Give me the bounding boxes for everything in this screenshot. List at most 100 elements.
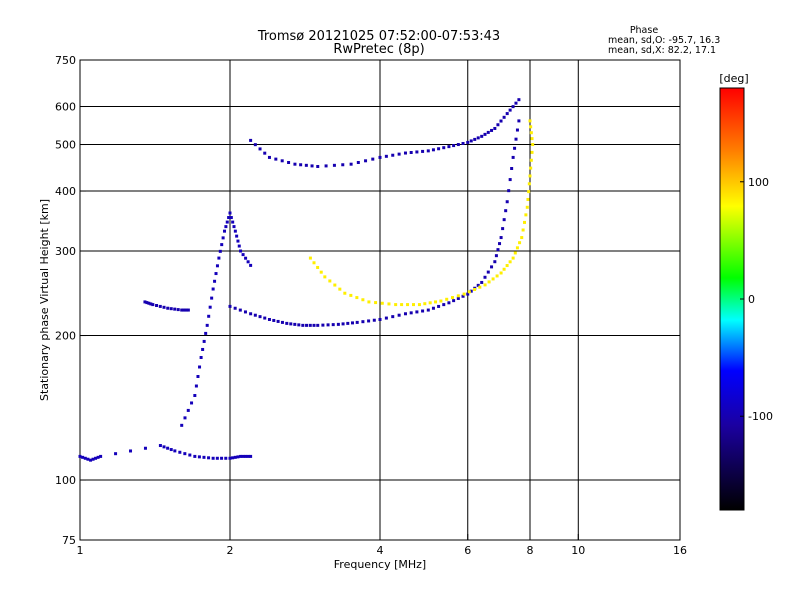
- data-point: [202, 455, 206, 459]
- y-tick-label: 600: [55, 101, 76, 114]
- data-point: [372, 318, 376, 322]
- data-point: [316, 265, 320, 269]
- x-tick-label: 2: [227, 544, 234, 557]
- data-point: [78, 454, 82, 458]
- data-point: [228, 304, 232, 308]
- data-point: [99, 454, 103, 458]
- data-point: [207, 314, 211, 318]
- data-point: [508, 108, 512, 112]
- data-point: [400, 303, 404, 307]
- data-point: [218, 249, 222, 253]
- data-point: [391, 153, 395, 157]
- data-point: [341, 322, 345, 326]
- data-point: [341, 163, 345, 167]
- data-point: [508, 260, 512, 264]
- data-point: [515, 128, 519, 132]
- data-point: [193, 394, 197, 398]
- data-point: [505, 112, 509, 116]
- data-point: [447, 145, 451, 149]
- data-point: [305, 323, 309, 327]
- data-point: [181, 308, 185, 312]
- y-tick-label: 400: [55, 185, 76, 198]
- data-point: [236, 455, 240, 459]
- data-point: [229, 216, 233, 220]
- data-point: [220, 243, 224, 247]
- data-point: [151, 303, 155, 307]
- data-point: [183, 308, 187, 312]
- data-point: [476, 283, 480, 287]
- data-point: [397, 152, 401, 156]
- data-point: [263, 151, 267, 155]
- data-point: [467, 290, 471, 294]
- x-tick-label: 10: [571, 544, 585, 557]
- data-point: [508, 178, 512, 182]
- data-point: [258, 147, 262, 151]
- data-point: [231, 456, 235, 460]
- data-point: [81, 455, 85, 459]
- data-point: [196, 375, 200, 379]
- data-point: [185, 308, 189, 312]
- data-point: [210, 296, 214, 300]
- data-point: [94, 456, 98, 460]
- data-point: [333, 283, 337, 287]
- data-point: [397, 313, 401, 317]
- data-point: [498, 242, 502, 246]
- data-point: [505, 264, 509, 268]
- data-point: [202, 339, 206, 343]
- data-point: [502, 115, 506, 119]
- data-point: [194, 384, 198, 388]
- data-point: [529, 166, 533, 170]
- x-tick-label: 8: [527, 544, 534, 557]
- data-point: [480, 134, 484, 138]
- data-point: [249, 454, 253, 458]
- data-point: [204, 331, 208, 335]
- chart-title: Tromsø 20121025 07:52:00-07:53:43: [257, 29, 500, 44]
- data-point: [452, 144, 456, 148]
- data-point: [231, 220, 235, 224]
- data-point: [469, 289, 473, 293]
- data-point: [415, 150, 419, 154]
- stats-x-mode: mean, sd,X: 82.2, 17.1: [608, 45, 716, 56]
- data-point: [169, 448, 173, 452]
- data-point: [199, 355, 203, 359]
- data-point: [355, 296, 359, 300]
- data-point: [324, 164, 328, 168]
- data-point: [244, 256, 248, 260]
- data-point: [183, 452, 187, 456]
- data-point: [166, 446, 170, 450]
- chart-subtitle: RwPretec (8p): [333, 42, 424, 57]
- data-point: [162, 445, 166, 449]
- data-point: [529, 158, 533, 162]
- data-point: [403, 312, 407, 316]
- data-point: [208, 305, 212, 309]
- data-point: [233, 306, 237, 310]
- data-point: [221, 236, 225, 240]
- data-point: [304, 163, 308, 167]
- data-point: [524, 213, 528, 217]
- data-point: [466, 292, 470, 296]
- data-point: [412, 303, 416, 307]
- data-point: [193, 454, 197, 458]
- data-point: [528, 119, 532, 123]
- data-point: [241, 253, 245, 257]
- data-point: [224, 456, 228, 460]
- x-axis-label: Frequency [MHz]: [334, 558, 426, 571]
- data-point: [529, 125, 533, 129]
- data-point: [442, 303, 446, 307]
- data-point: [496, 248, 500, 252]
- data-point: [149, 302, 153, 306]
- data-point: [461, 141, 465, 145]
- data-point: [504, 209, 508, 213]
- data-point: [232, 225, 236, 229]
- data-point: [493, 126, 497, 130]
- data-point: [384, 316, 388, 320]
- data-point: [228, 456, 232, 460]
- data-point: [239, 249, 243, 253]
- data-point: [451, 296, 455, 300]
- data-point: [169, 307, 173, 311]
- data-point: [513, 146, 517, 150]
- data-point: [158, 444, 162, 448]
- data-point: [224, 225, 228, 229]
- data-point: [246, 454, 250, 458]
- data-point: [114, 452, 118, 456]
